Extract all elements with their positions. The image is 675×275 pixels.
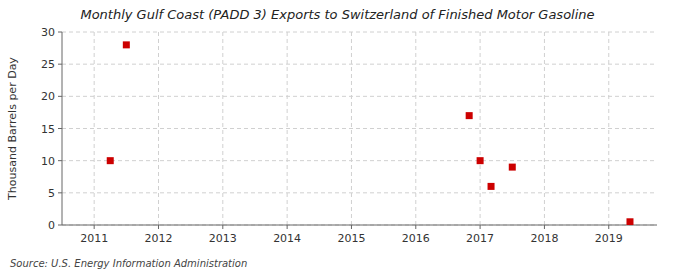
x-tick <box>480 225 481 229</box>
y-grid-line <box>62 128 657 129</box>
title: Monthly Gulf Coast (PADD 3) Exports to S… <box>80 7 594 22</box>
y-tick <box>58 32 62 33</box>
x-grid-line <box>287 32 288 225</box>
y-tick-label: 25 <box>41 58 55 71</box>
x-grid-line <box>222 32 223 225</box>
x-grid-line <box>544 32 545 225</box>
x-tick <box>287 225 288 229</box>
y-tick-label: 30 <box>41 26 55 39</box>
x-tick-label: 2015 <box>337 232 365 245</box>
points <box>107 41 634 225</box>
y-tick-label: 10 <box>41 155 55 168</box>
y-axis-label: Thousand Barrels per Day <box>6 57 19 201</box>
x-tick-label: 2018 <box>530 232 558 245</box>
x-tick <box>544 225 545 229</box>
y-grid-line <box>62 96 657 97</box>
x-tick-label: 2013 <box>209 232 237 245</box>
x-grid-line <box>351 32 352 225</box>
x-grid-line <box>415 32 416 225</box>
x-grid-line <box>480 32 481 225</box>
x-tick-label: 2012 <box>144 232 172 245</box>
x-tick-label: 2014 <box>273 232 301 245</box>
point <box>123 41 130 48</box>
y-tick-label: 5 <box>48 187 55 200</box>
x-tick <box>415 225 416 229</box>
chart-svg: Monthly Gulf Coast (PADD 3) Exports to S… <box>0 0 675 275</box>
y-axis-line <box>62 32 63 225</box>
x-grid-line <box>158 32 159 225</box>
point <box>477 157 484 164</box>
x-tick <box>94 225 95 229</box>
y-grid-line <box>62 192 657 193</box>
y-tick <box>58 128 62 129</box>
point <box>466 112 473 119</box>
y-tick <box>58 64 62 65</box>
x-tick-label: 2017 <box>466 232 494 245</box>
x-tick-label: 2011 <box>80 232 108 245</box>
y-tick <box>58 225 62 226</box>
axes: 0 5 10 15 20 25 30 2011 2012 2013 2014 2015 2016 2017… <box>41 26 657 245</box>
x-grid-line <box>94 32 95 225</box>
x-axis-line <box>62 225 657 226</box>
point <box>107 157 114 164</box>
x-tick-label: 2019 <box>595 232 623 245</box>
y-tick <box>58 96 62 97</box>
grid <box>62 32 657 225</box>
y-grid-line <box>62 32 657 33</box>
y-grid-line <box>62 160 657 161</box>
y-grid-line <box>62 225 657 226</box>
y-grid-line <box>62 64 657 65</box>
y-tick <box>58 192 62 193</box>
x-tick <box>608 225 609 229</box>
x-tick <box>158 225 159 229</box>
x-tick <box>222 225 223 229</box>
point <box>488 183 495 190</box>
chart-container: Monthly Gulf Coast (PADD 3) Exports to S… <box>0 0 675 275</box>
x-grid-line <box>608 32 609 225</box>
x-tick <box>351 225 352 229</box>
point <box>509 164 516 171</box>
point <box>626 218 633 225</box>
y-tick-label: 15 <box>41 123 55 136</box>
y-tick-label: 20 <box>41 90 55 103</box>
source-note: Source: U.S. Energy Information Administ… <box>10 258 247 269</box>
x-tick-label: 2016 <box>402 232 430 245</box>
y-tick-label: 0 <box>48 219 55 232</box>
y-tick <box>58 160 62 161</box>
